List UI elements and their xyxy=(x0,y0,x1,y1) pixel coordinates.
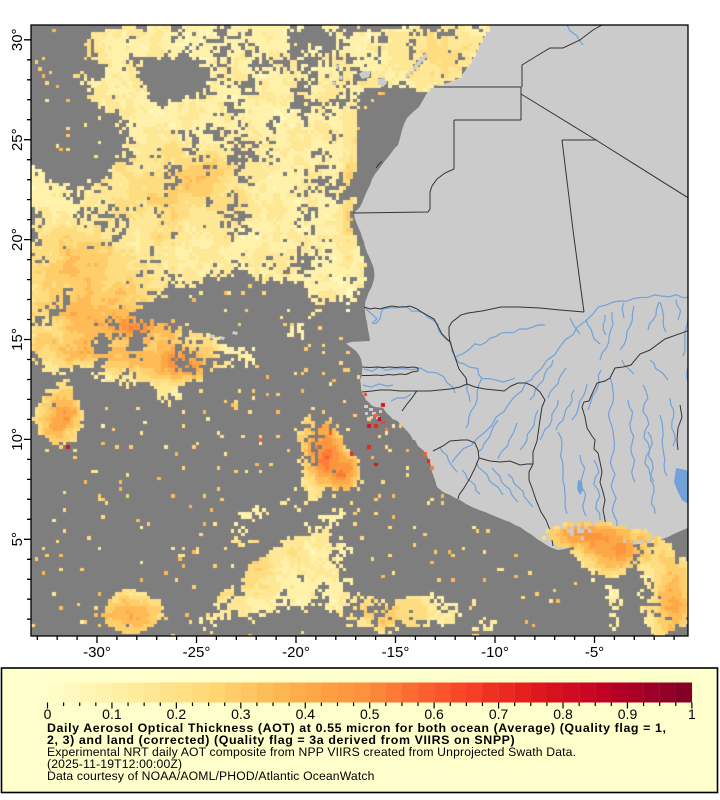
svg-text:0.4: 0.4 xyxy=(296,706,316,722)
svg-text:1: 1 xyxy=(688,706,696,722)
svg-text:2, 3) and land (corrected) (Qu: 2, 3) and land (corrected) (Quality flag… xyxy=(47,733,515,747)
svg-text:-20°: -20° xyxy=(282,644,310,661)
svg-text:0.7: 0.7 xyxy=(489,706,509,722)
svg-text:-5°: -5° xyxy=(585,644,604,661)
svg-text:30°: 30° xyxy=(9,28,26,51)
svg-text:0.2: 0.2 xyxy=(167,706,187,722)
svg-text:(2025-11-19T12:00:00Z): (2025-11-19T12:00:00Z) xyxy=(47,757,182,771)
svg-text:Data courtesy of NOAA/AOML/PHO: Data courtesy of NOAA/AOML/PHOD/Atlantic… xyxy=(47,769,375,783)
svg-text:0.8: 0.8 xyxy=(553,706,573,722)
svg-text:-30°: -30° xyxy=(83,644,111,661)
svg-text:Daily Aerosol Optical Thicknes: Daily Aerosol Optical Thickness (AOT) at… xyxy=(47,721,667,735)
svg-text:Experimental NRT daily AOT com: Experimental NRT daily AOT composite fro… xyxy=(47,745,576,759)
svg-text:15°: 15° xyxy=(9,328,26,351)
svg-text:0.1: 0.1 xyxy=(102,706,122,722)
svg-text:-15°: -15° xyxy=(382,644,410,661)
svg-text:0.6: 0.6 xyxy=(424,706,444,722)
svg-text:25°: 25° xyxy=(9,128,26,151)
svg-text:0: 0 xyxy=(44,706,52,722)
svg-text:20°: 20° xyxy=(9,228,26,251)
svg-text:0.9: 0.9 xyxy=(618,706,638,722)
svg-text:-25°: -25° xyxy=(183,644,211,661)
svg-text:-10°: -10° xyxy=(481,644,509,661)
svg-text:0.5: 0.5 xyxy=(360,706,380,722)
svg-text:0.3: 0.3 xyxy=(231,706,251,722)
svg-text:10°: 10° xyxy=(9,428,26,451)
svg-text:5°: 5° xyxy=(9,532,26,546)
